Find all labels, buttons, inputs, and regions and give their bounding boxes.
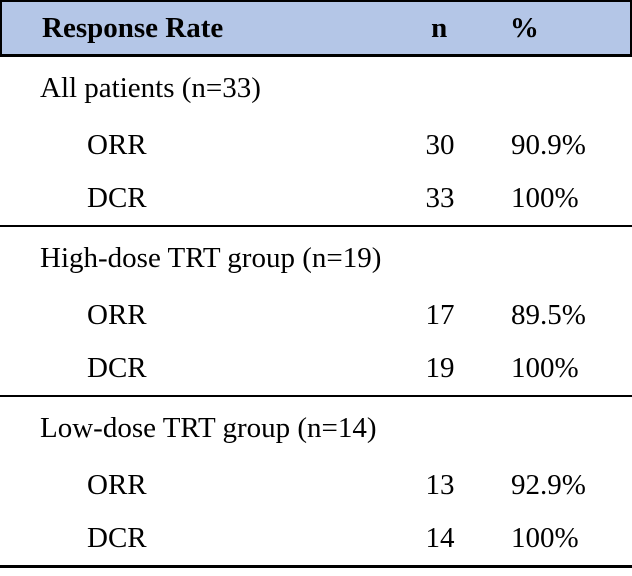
row-label: DCR [87, 522, 147, 554]
n-value: 14 [425, 522, 455, 554]
n-value: 30 [425, 129, 455, 161]
row-label: ORR [87, 299, 147, 331]
group-row: All patients (n=33) [0, 57, 632, 119]
header-cell-response-rate: Response Rate [42, 11, 224, 44]
row-label: DCR [87, 352, 147, 384]
header-cell-n: n [431, 11, 448, 44]
table-row: DCR 33 100% [0, 172, 632, 225]
pct-value: 89.5% [511, 299, 586, 331]
pct-value: 100% [511, 522, 579, 554]
row-label: DCR [87, 182, 147, 214]
pct-value: 100% [511, 182, 579, 214]
section-all-patients: All patients (n=33) ORR 30 90.9% DCR 33 … [0, 57, 632, 227]
group-row: Low-dose TRT group (n=14) [0, 397, 632, 459]
table-row: DCR 19 100% [0, 342, 632, 395]
header-cell-percent: % [509, 11, 539, 44]
row-label: ORR [87, 129, 147, 161]
pct-value: 92.9% [511, 469, 586, 501]
n-value: 33 [425, 182, 455, 214]
section-high-dose-trt: High-dose TRT group (n=19) ORR 17 89.5% … [0, 227, 632, 397]
group-row: High-dose TRT group (n=19) [0, 227, 632, 289]
n-value: 19 [425, 352, 455, 384]
group-label: All patients (n=33) [40, 71, 261, 104]
n-value: 17 [425, 299, 455, 331]
pct-value: 100% [511, 352, 579, 384]
section-low-dose-trt: Low-dose TRT group (n=14) ORR 13 92.9% D… [0, 397, 632, 568]
table-row: ORR 30 90.9% [0, 119, 632, 172]
table-header-row: Response Rate n % [0, 0, 632, 57]
table-row: ORR 17 89.5% [0, 289, 632, 342]
group-label: Low-dose TRT group (n=14) [40, 411, 377, 444]
table-row: DCR 14 100% [0, 512, 632, 565]
group-label: High-dose TRT group (n=19) [40, 241, 382, 274]
row-label: ORR [87, 469, 147, 501]
table-row: ORR 13 92.9% [0, 459, 632, 512]
pct-value: 90.9% [511, 129, 586, 161]
n-value: 13 [425, 469, 455, 501]
